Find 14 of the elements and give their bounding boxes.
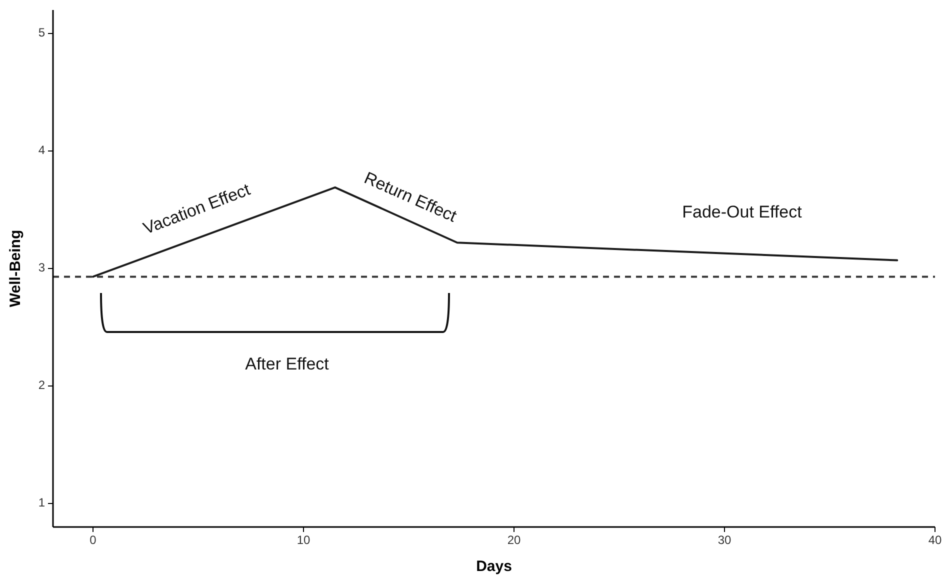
y-tick-label: 5: [38, 26, 46, 40]
annotation: After Effect: [245, 354, 330, 374]
y-tick-label: 3: [38, 260, 46, 275]
x-axis-title: Days: [476, 558, 512, 575]
x-tick-label: 10: [296, 533, 310, 547]
y-tick-label: 4: [38, 143, 46, 158]
y-axis-title: Well-Being: [7, 230, 24, 308]
x-tick-label: 40: [928, 533, 942, 547]
annotation: Fade-Out Effect: [682, 202, 802, 222]
y-tick-label: 2: [38, 378, 46, 392]
x-tick-label: 0: [90, 533, 97, 547]
y-tick-label: 1: [38, 496, 46, 510]
x-tick-label: 30: [718, 533, 732, 547]
x-tick-label: 20: [507, 533, 521, 547]
